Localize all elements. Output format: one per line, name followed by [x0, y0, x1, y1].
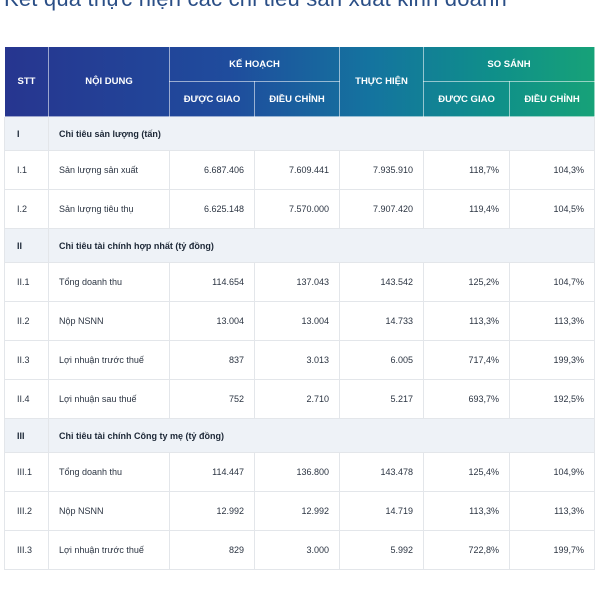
cell-kh-dieu-chinh: 3.013: [253, 340, 341, 380]
row-stt: II.3: [4, 340, 49, 380]
cell-ss-duoc-giao: 113,3%: [423, 301, 511, 341]
table-row: III.3 Lợi nhuận trước thuế 829 3.000 5.992 72…: [4, 530, 596, 570]
header-ss-duoc-giao: ĐƯỢC GIAO: [423, 81, 511, 117]
header-ss-dieu-chinh: ĐIỀU CHỈNH: [509, 81, 596, 117]
cell-ss-dieu-chinh: 113,3%: [509, 491, 596, 531]
cell-kh-dieu-chinh: 2.710: [253, 379, 341, 419]
table-row: II.4 Lợi nhuận sau thuế 752 2.710 5.217 693,7…: [4, 379, 596, 419]
cell-ss-duoc-giao: 717,4%: [423, 340, 511, 380]
header-ke-hoach: KẾ HOẠCH: [168, 46, 341, 82]
cell-ss-duoc-giao: 722,8%: [423, 530, 511, 570]
cell-kh-dieu-chinh: 136.800: [253, 452, 341, 492]
page-title: Kết quả thực hiện các chỉ tiêu sản xuất …: [4, 0, 507, 12]
header-thuc-hien: THỰC HIỆN: [339, 46, 425, 117]
cell-thuc-hien: 143.478: [339, 452, 425, 492]
row-stt: I.1: [4, 150, 49, 190]
cell-thuc-hien: 5.217: [339, 379, 425, 419]
cell-kh-duoc-giao: 837: [169, 340, 255, 380]
cell-thuc-hien: 6.005: [339, 340, 425, 380]
row-stt: I.2: [4, 189, 49, 229]
row-stt: III.1: [4, 452, 49, 492]
cell-thuc-hien: 5.992: [339, 530, 425, 570]
cell-ss-duoc-giao: 693,7%: [423, 379, 511, 419]
table-row: I.1 Sản lượng sản xuất 6.687.406 7.609.441 7…: [4, 150, 596, 190]
section-row: II Chỉ tiêu tài chính hợp nhất (tỷ đồng): [4, 228, 596, 263]
header-stt: STT: [4, 46, 49, 117]
table-row: II.2 Nộp NSNN 13.004 13.004 14.733 113,3% 113,…: [4, 301, 596, 341]
row-stt: II.1: [4, 262, 49, 302]
cell-ss-dieu-chinh: 113,3%: [509, 301, 596, 341]
table-row: III.1 Tổng doanh thu 114.447 136.800 143.478…: [4, 452, 596, 492]
row-content: Lợi nhuận trước thuế: [48, 340, 170, 380]
cell-ss-dieu-chinh: 104,3%: [509, 150, 596, 190]
cell-kh-duoc-giao: 13.004: [169, 301, 255, 341]
cell-kh-duoc-giao: 114.447: [169, 452, 255, 492]
row-content: Lợi nhuận trước thuế: [48, 530, 170, 570]
cell-thuc-hien: 143.542: [339, 262, 425, 302]
section-title: Chỉ tiêu tài chính hợp nhất (tỷ đồng): [47, 228, 596, 263]
section-row: III Chỉ tiêu tài chính Công ty mẹ (tỷ đồn…: [4, 418, 596, 453]
table-header: STT NỘI DUNG KẾ HOẠCH THỰC HIỆN SO SÁNH …: [4, 46, 596, 117]
cell-ss-dieu-chinh: 104,9%: [509, 452, 596, 492]
section-row: I Chỉ tiêu sản lượng (tấn): [4, 116, 596, 151]
row-content: Nộp NSNN: [48, 491, 170, 531]
row-stt: II.2: [4, 301, 49, 341]
cell-ss-dieu-chinh: 104,5%: [509, 189, 596, 229]
cell-thuc-hien: 7.935.910: [339, 150, 425, 190]
row-stt: II: [4, 228, 49, 263]
cell-ss-dieu-chinh: 199,7%: [509, 530, 596, 570]
table-row: I.2 Sản lượng tiêu thụ 6.625.148 7.570.000 7…: [4, 189, 596, 229]
header-noi-dung: NỘI DUNG: [48, 46, 170, 117]
table-body: I Chỉ tiêu sản lượng (tấn) I.1 Sản lượng sả…: [4, 116, 596, 570]
row-stt: III: [4, 418, 49, 453]
cell-kh-duoc-giao: 6.687.406: [169, 150, 255, 190]
cell-ss-duoc-giao: 125,2%: [423, 262, 511, 302]
cell-kh-duoc-giao: 12.992: [169, 491, 255, 531]
cell-kh-duoc-giao: 6.625.148: [169, 189, 255, 229]
row-content: Nộp NSNN: [48, 301, 170, 341]
cell-ss-duoc-giao: 113,3%: [423, 491, 511, 531]
cell-kh-dieu-chinh: 3.000: [253, 530, 341, 570]
header-so-sanh: SO SÁNH: [423, 46, 596, 82]
cell-ss-dieu-chinh: 192,5%: [509, 379, 596, 419]
row-stt: III.3: [4, 530, 49, 570]
cell-thuc-hien: 14.733: [339, 301, 425, 341]
row-stt: II.4: [4, 379, 49, 419]
row-stt: I: [4, 116, 49, 151]
table-row: II.3 Lợi nhuận trước thuế 837 3.013 6.005 717…: [4, 340, 596, 380]
header-kh-dieu-chinh: ĐIỀU CHỈNH: [253, 81, 341, 117]
cell-ss-duoc-giao: 125,4%: [423, 452, 511, 492]
cell-kh-duoc-giao: 114.654: [169, 262, 255, 302]
section-title: Chỉ tiêu tài chính Công ty mẹ (tỷ đồng): [47, 418, 596, 453]
cell-thuc-hien: 14.719: [339, 491, 425, 531]
cell-kh-dieu-chinh: 137.043: [253, 262, 341, 302]
row-content: Tổng doanh thu: [48, 262, 170, 302]
cell-kh-dieu-chinh: 12.992: [253, 491, 341, 531]
table-row: III.2 Nộp NSNN 12.992 12.992 14.719 113,3% 113…: [4, 491, 596, 531]
row-content: Sản lượng tiêu thụ: [48, 189, 170, 229]
cell-ss-duoc-giao: 118,7%: [423, 150, 511, 190]
row-content: Sản lượng sản xuất: [48, 150, 170, 190]
cell-kh-dieu-chinh: 7.609.441: [253, 150, 341, 190]
cell-thuc-hien: 7.907.420: [339, 189, 425, 229]
cell-kh-duoc-giao: 829: [169, 530, 255, 570]
cell-ss-dieu-chinh: 104,7%: [509, 262, 596, 302]
row-content: Lợi nhuận sau thuế: [48, 379, 170, 419]
cell-ss-dieu-chinh: 199,3%: [509, 340, 596, 380]
row-stt: III.2: [4, 491, 49, 531]
section-title: Chỉ tiêu sản lượng (tấn): [47, 116, 596, 151]
results-table: STT NỘI DUNG KẾ HOẠCH THỰC HIỆN SO SÁNH …: [4, 46, 596, 570]
table-row: II.1 Tổng doanh thu 114.654 137.043 143.542 1…: [4, 262, 596, 302]
cell-ss-duoc-giao: 119,4%: [423, 189, 511, 229]
cell-kh-duoc-giao: 752: [169, 379, 255, 419]
cell-kh-dieu-chinh: 7.570.000: [253, 189, 341, 229]
cell-kh-dieu-chinh: 13.004: [253, 301, 341, 341]
row-content: Tổng doanh thu: [48, 452, 170, 492]
header-kh-duoc-giao: ĐƯỢC GIAO: [169, 81, 255, 117]
